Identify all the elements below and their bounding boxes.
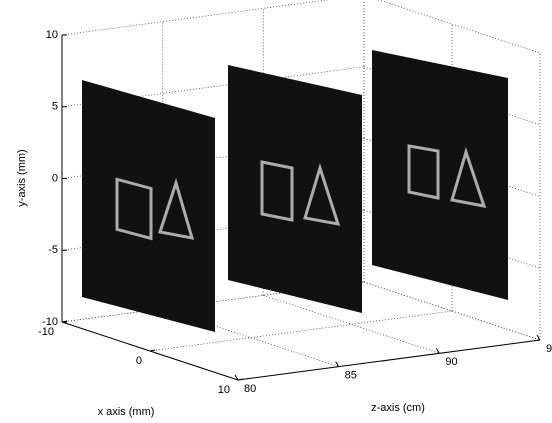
grid-line [62, 0, 364, 35]
y-tick-label: -5 [48, 244, 58, 256]
z-tick-label: 90 [445, 356, 457, 368]
slice [82, 80, 215, 332]
slice-image [372, 50, 508, 300]
chart: -10-50510-1001080859095 y-axis (mm) x ax… [0, 0, 552, 423]
x-tick-label: 10 [218, 384, 230, 396]
z-tick-label: 95 [546, 343, 552, 355]
x-tick-label: -10 [38, 326, 54, 338]
z-axis-line [238, 340, 540, 380]
grid-line [364, 0, 540, 53]
z-tick-label: 80 [244, 383, 256, 395]
x-tick-label: 0 [136, 355, 142, 367]
x-axis-label: x axis (mm) [98, 406, 155, 418]
slice-image [228, 65, 362, 313]
y-tick-label: 0 [52, 172, 58, 184]
x-tick [150, 350, 155, 351]
y-tick-label: 5 [52, 101, 58, 113]
z-axis-label: z-axis (cm) [371, 402, 425, 414]
z-tick-label: 85 [345, 370, 357, 382]
slice [228, 65, 362, 313]
page: {"chart_data": {"type": "slice3d", "xlab… [0, 0, 552, 423]
slice-image [82, 80, 215, 332]
slices [82, 50, 508, 332]
slice [372, 50, 508, 300]
y-axis-label: y-axis (mm) [16, 149, 28, 206]
y-tick-label: 10 [46, 29, 58, 41]
